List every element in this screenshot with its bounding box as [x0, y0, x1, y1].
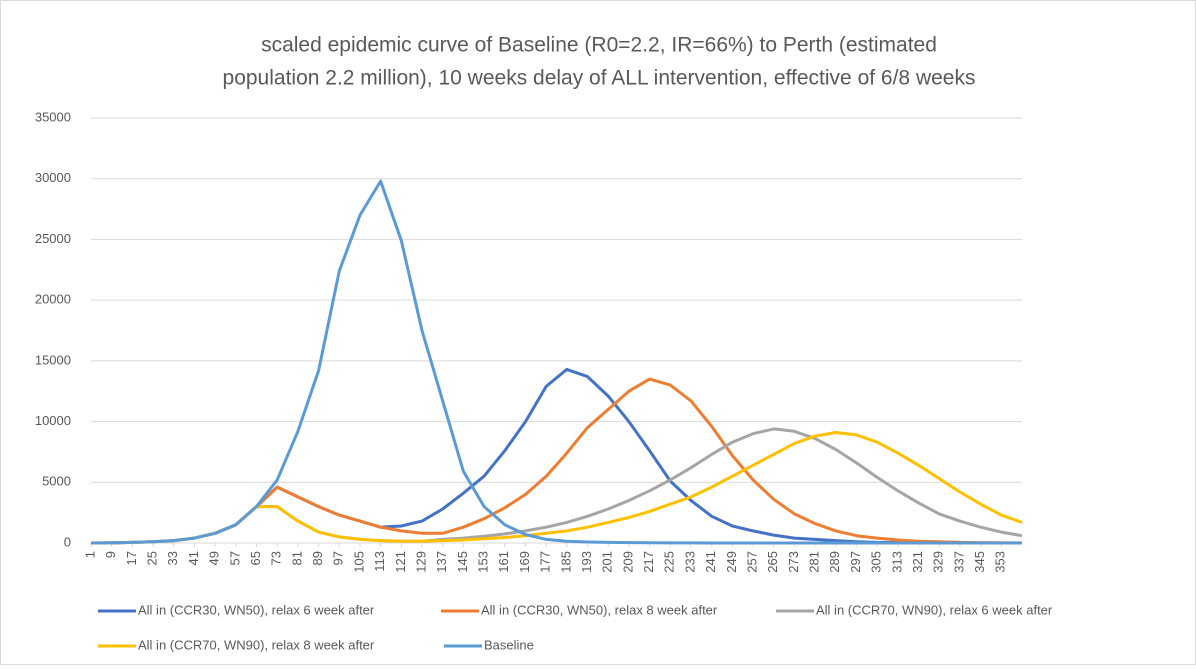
x-tick-label: 305	[869, 551, 884, 573]
x-tick-label: 41	[186, 551, 201, 565]
x-tick-label: 297	[848, 551, 863, 573]
x-tick-label: 129	[413, 551, 428, 573]
x-tick-label: 281	[807, 551, 822, 573]
legend-label: All in (CCR30, WN50), relax 6 week after	[138, 602, 375, 617]
y-tick-label: 30000	[35, 170, 71, 185]
x-tick-label: 241	[703, 551, 718, 573]
x-tick-label: 161	[496, 551, 511, 573]
y-tick-label: 15000	[35, 352, 71, 367]
x-tick-label: 97	[331, 551, 346, 565]
x-tick-label: 289	[827, 551, 842, 573]
legend-label: All in (CCR70, WN90), relax 6 week after	[816, 602, 1053, 617]
y-tick-label: 10000	[35, 413, 71, 428]
legend-label: Baseline	[484, 637, 534, 652]
x-tick-label: 177	[538, 551, 553, 573]
series-line	[90, 367, 1022, 545]
x-tick-label: 201	[600, 551, 615, 573]
x-tick-label: 313	[889, 551, 904, 573]
legend-label: All in (CCR70, WN90), relax 8 week after	[138, 637, 375, 652]
series-line	[90, 377, 1023, 545]
x-tick-label: 273	[786, 551, 801, 573]
x-tick-label: 321	[910, 551, 925, 573]
x-tick-label: 65	[248, 551, 263, 565]
x-tick-label: 225	[662, 551, 677, 573]
x-tick-label: 25	[145, 551, 160, 565]
x-tick-label: 217	[641, 551, 656, 573]
x-tick-label: 329	[931, 551, 946, 573]
chart-title: scaled epidemic curve of Baseline (R0=2.…	[261, 34, 937, 57]
x-tick-label: 73	[269, 551, 284, 565]
x-tick-label: 265	[765, 551, 780, 573]
x-tick-label: 89	[310, 551, 325, 565]
y-tick-label: 0	[64, 534, 71, 549]
x-tick-label: 185	[558, 551, 573, 573]
x-tick-label: 1	[82, 551, 97, 558]
x-tick-label: 345	[972, 551, 987, 573]
x-tick-label: 249	[724, 551, 739, 573]
legend-label: All in (CCR30, WN50), relax 8 week after	[481, 602, 718, 617]
y-tick-label: 35000	[35, 109, 71, 124]
x-tick-label: 17	[124, 551, 139, 565]
chart-title: population 2.2 million), 10 weeks delay …	[223, 67, 976, 90]
x-tick-label: 81	[289, 551, 304, 565]
x-tick-label: 153	[476, 551, 491, 573]
x-tick-label: 233	[682, 551, 697, 573]
x-tick-label: 353	[993, 551, 1008, 573]
x-tick-label: 137	[434, 551, 449, 573]
x-tick-label: 209	[620, 551, 635, 573]
x-tick-label: 33	[165, 551, 180, 565]
x-tick-label: 105	[351, 551, 366, 573]
x-tick-label: 193	[579, 551, 594, 573]
y-tick-label: 25000	[35, 231, 71, 246]
y-tick-label: 5000	[42, 474, 71, 489]
y-tick-label: 20000	[35, 292, 71, 307]
x-tick-label: 113	[372, 551, 387, 572]
x-tick-label: 49	[207, 551, 222, 565]
series-line	[90, 179, 1022, 545]
x-tick-label: 9	[103, 551, 118, 558]
x-tick-label: 337	[951, 551, 966, 573]
x-tick-label: 121	[393, 551, 408, 573]
x-tick-label: 257	[744, 551, 759, 573]
x-tick-label: 145	[455, 551, 470, 573]
x-tick-label: 169	[517, 551, 532, 573]
x-tick-label: 57	[227, 551, 242, 565]
